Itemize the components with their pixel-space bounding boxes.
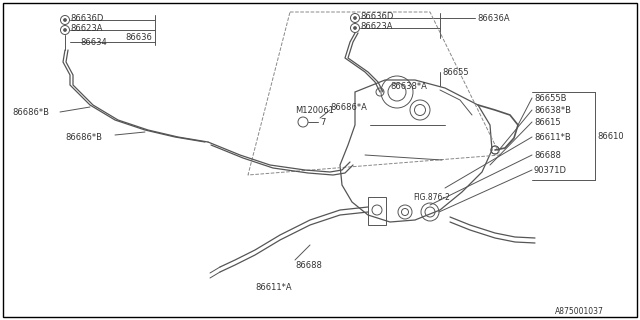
- Bar: [368, 197, 386, 225]
- Text: 86636: 86636: [125, 33, 152, 42]
- Text: 86686*A: 86686*A: [330, 102, 367, 111]
- Text: 86636D: 86636D: [360, 12, 394, 20]
- Text: 86611*A: 86611*A: [255, 283, 292, 292]
- Text: 86686*B: 86686*B: [65, 132, 102, 141]
- Text: 86611*B: 86611*B: [534, 132, 571, 141]
- Text: A875001037: A875001037: [555, 308, 604, 316]
- Text: 7: 7: [320, 117, 325, 126]
- Text: 86655B: 86655B: [534, 93, 566, 102]
- Text: 86636D: 86636D: [70, 13, 104, 22]
- Circle shape: [353, 27, 356, 29]
- Text: 86686*B: 86686*B: [12, 108, 49, 116]
- Text: 86623A: 86623A: [360, 21, 392, 30]
- Text: 86615: 86615: [534, 117, 561, 126]
- Text: 86638*A: 86638*A: [390, 82, 427, 91]
- Circle shape: [63, 19, 67, 21]
- Text: M120061: M120061: [295, 106, 334, 115]
- Text: FIG.876-2: FIG.876-2: [413, 194, 450, 203]
- Text: 86655: 86655: [442, 68, 468, 76]
- Text: 86688: 86688: [534, 150, 561, 159]
- Text: 86638*B: 86638*B: [534, 106, 571, 115]
- Text: 86636A: 86636A: [477, 13, 509, 22]
- Text: 86688: 86688: [295, 260, 322, 269]
- Circle shape: [63, 28, 67, 31]
- Text: 86610: 86610: [597, 132, 623, 140]
- Text: 86623A: 86623A: [70, 23, 102, 33]
- Text: 86634: 86634: [80, 37, 107, 46]
- Text: 90371D: 90371D: [534, 165, 567, 174]
- Circle shape: [353, 17, 356, 20]
